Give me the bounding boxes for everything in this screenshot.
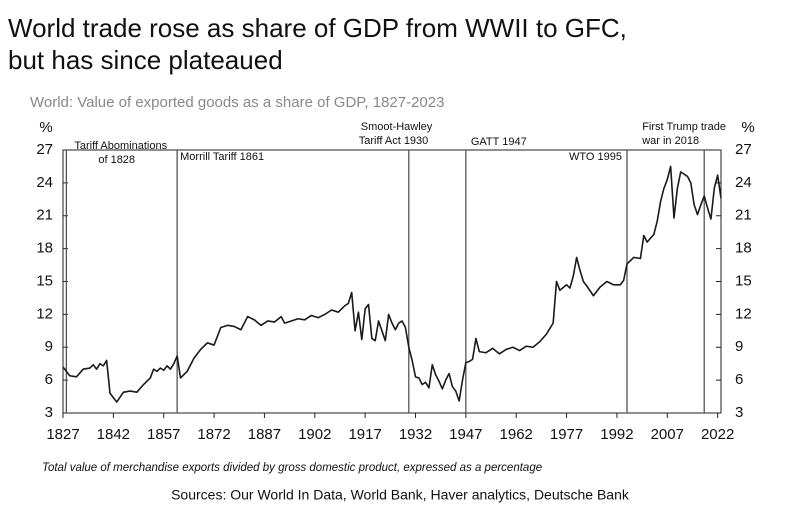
y-tick-label: 15 — [36, 272, 53, 289]
x-tick-label: 1902 — [298, 426, 331, 443]
y2-tick-label: 24 — [735, 174, 752, 191]
footnote: Total value of merchandise exports divid… — [42, 462, 542, 474]
chart-title: World trade rose as share of GDP from WW… — [8, 13, 627, 43]
x-tick-label: 1932 — [399, 426, 432, 443]
annotation-text: Morrill Tariff 1861 — [180, 151, 264, 163]
chart-title: but has since plateaued — [8, 45, 283, 75]
x-tick-label: 2007 — [651, 426, 684, 443]
x-tick-label: 1887 — [248, 426, 281, 443]
x-tick-label: 1917 — [348, 426, 381, 443]
data-line — [62, 165, 722, 403]
y2-tick-label: 3 — [735, 404, 743, 421]
y-tick-label: 6 — [45, 371, 53, 388]
chart-subtitle: World: Value of exported goods as a shar… — [30, 94, 444, 111]
annotation-text: WTO 1995 — [569, 151, 622, 163]
y2-tick-label: 18 — [735, 240, 752, 257]
x-tick-label: 1977 — [550, 426, 583, 443]
y-tick-label: 3 — [45, 404, 53, 421]
x-tick-label: 1962 — [500, 426, 533, 443]
annotation-text: Smoot-Hawley — [361, 121, 433, 133]
y-tick-label: 27 — [36, 141, 53, 158]
y2-tick-label: 15 — [735, 272, 752, 289]
y2-tick-label: 9 — [735, 338, 743, 355]
y-tick-label: 24 — [36, 174, 53, 191]
x-tick-label: 1872 — [197, 426, 230, 443]
annotation-text: First Trump trade — [642, 121, 726, 133]
x-tick-label: 1842 — [97, 426, 130, 443]
x-tick-label: 1827 — [46, 426, 79, 443]
y2-tick-label: 21 — [735, 207, 752, 224]
x-tick-label: 2022 — [701, 426, 734, 443]
y2-axis-label: % — [741, 119, 754, 136]
annotation-text: GATT 1947 — [471, 136, 527, 148]
x-tick-label: 1947 — [449, 426, 482, 443]
annotation-text: of 1828 — [98, 154, 135, 166]
x-tick-label: 1857 — [147, 426, 180, 443]
y-axis-label: % — [39, 119, 52, 136]
y2-tick-label: 27 — [735, 141, 752, 158]
y2-tick-label: 6 — [735, 371, 743, 388]
source: Sources: Our World In Data, World Bank, … — [171, 487, 630, 503]
annotation-text: war in 2018 — [641, 135, 699, 147]
annotation-text: Tariff Act 1930 — [359, 135, 429, 147]
y-tick-label: 18 — [36, 240, 53, 257]
y-tick-label: 9 — [45, 338, 53, 355]
y2-tick-label: 12 — [735, 305, 752, 322]
y-tick-label: 12 — [36, 305, 53, 322]
y-tick-label: 21 — [36, 207, 53, 224]
annotation-text: Tariff Abominations — [74, 140, 167, 152]
x-tick-label: 1992 — [600, 426, 633, 443]
